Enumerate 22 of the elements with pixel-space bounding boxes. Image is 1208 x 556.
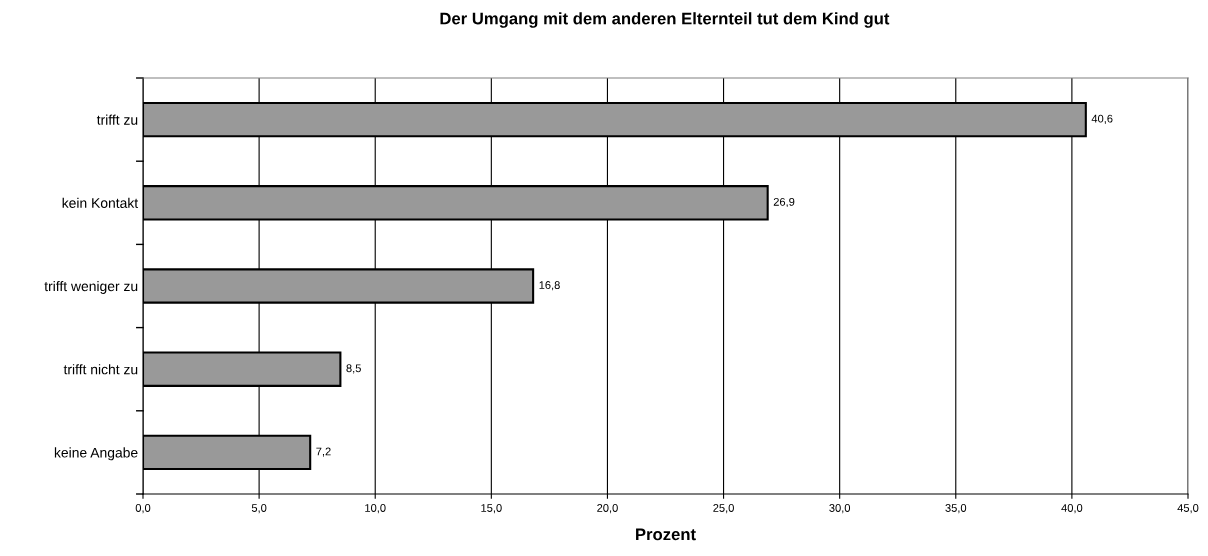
y-tick-label: trifft nicht zu <box>63 364 138 375</box>
data-label: 16,8 <box>539 281 560 291</box>
x-tick-label: 35,0 <box>945 504 967 514</box>
x-tick-label: 15,0 <box>481 504 502 514</box>
data-label: 40,6 <box>1091 114 1113 124</box>
x-tick-label: 30,0 <box>829 504 851 514</box>
x-tick-label: 40,0 <box>1061 504 1083 514</box>
data-label: 7,2 <box>316 447 331 457</box>
x-tick-label: 20,0 <box>597 504 618 514</box>
y-tick-label: trifft weniger zu <box>44 280 138 294</box>
x-axis-title: Prozent <box>636 528 696 541</box>
data-label: 8,5 <box>346 364 361 374</box>
y-tick-label: trifft zu <box>96 114 138 125</box>
data-label: 26,9 <box>773 197 795 208</box>
x-tick-label: 10,0 <box>365 504 386 514</box>
x-tick-label: 25,0 <box>713 504 734 514</box>
y-tick-label: kein Kontakt <box>62 197 139 208</box>
x-tick-label: 5,0 <box>251 504 267 514</box>
x-tick-label: 45,0 <box>1177 504 1199 514</box>
y-tick-label: keine Angabe <box>54 447 138 461</box>
x-tick-label: 0,0 <box>135 504 151 514</box>
chart-title: Der Umgang mit dem anderen Elternteil tut dem Kind gut <box>440 12 890 28</box>
